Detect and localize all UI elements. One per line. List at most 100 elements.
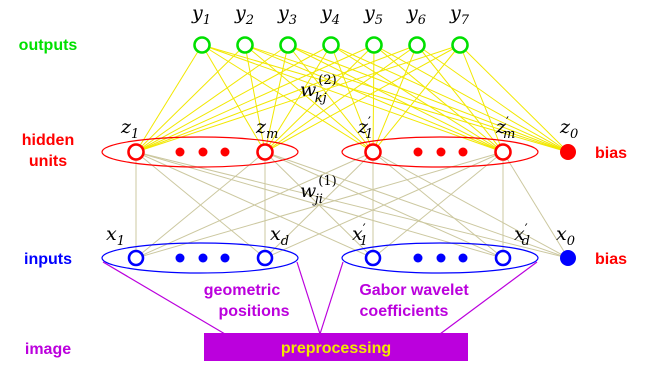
hidden-z1-label: z1 (120, 116, 139, 142)
preprocessing-box (204, 333, 468, 361)
input-hidden-edge (372, 151, 504, 259)
output-node-label-sub: 5 (375, 13, 383, 28)
hidden-output-edge (201, 44, 374, 153)
output-node-label: y2 (234, 2, 254, 28)
hidden-node (364, 143, 382, 161)
input-hidden-connections (135, 151, 569, 259)
preprocessing-funnel-lines (102, 261, 538, 335)
output-node-label-sub: 4 (331, 13, 340, 28)
input-group-1-ellipse (101, 242, 299, 274)
output-node-label-name: y (191, 2, 203, 24)
output-node-labels: y1 y2 y3 y4 y5 y6 y7 (191, 2, 470, 28)
hidden-layer-label-line2: units (29, 153, 67, 170)
output-node-label-name: y (277, 2, 289, 24)
output-node-label: y6 (406, 2, 426, 28)
input-ellipsis-dot (458, 253, 468, 263)
output-node (193, 36, 211, 54)
hidden-output-edge (244, 44, 569, 153)
output-node-label-sub: 2 (245, 13, 254, 28)
hidden-zm-label: zm (255, 116, 278, 142)
hidden-output-edge (201, 44, 266, 153)
output-node-label-sub: 7 (461, 13, 470, 28)
output-node-label-name: y (406, 2, 418, 24)
input-bias-x0-label: x0 (556, 223, 575, 249)
input-node (494, 249, 512, 267)
hidden-ellipsis-dot (175, 147, 185, 157)
input-node (256, 249, 274, 267)
output-node-label: y5 (363, 2, 383, 28)
hidden-output-edge (244, 44, 504, 153)
input-hidden-edge (372, 151, 569, 259)
hidden-output-edge (416, 44, 504, 153)
hidden-output-edge (201, 44, 504, 153)
inputs-layer-label: inputs (24, 251, 72, 268)
hidden-output-edge (264, 44, 418, 153)
input-hidden-edge (135, 151, 569, 259)
output-nodes (193, 36, 469, 54)
hidden-group-1-ellipse (101, 136, 299, 168)
input-hidden-edge (502, 151, 569, 259)
input-ellipsis-dot (436, 253, 446, 263)
output-node (365, 36, 383, 54)
image-layer-label: image (25, 341, 71, 358)
output-node-label-sub: 6 (418, 13, 426, 28)
weight-lower-label: w (1) ji (300, 174, 337, 207)
hidden-ellipsis-dot (413, 147, 423, 157)
gabor-caption-line1: Gabor wavelet (359, 282, 469, 299)
weight-upper-label: w (2) kj (300, 73, 337, 106)
gabor-caption-line2: coefficients (360, 303, 449, 320)
hidden-output-edge (459, 44, 504, 153)
hidden-output-connections (135, 44, 569, 153)
input-node (127, 249, 145, 267)
hidden-ellipsis-dot (458, 147, 468, 157)
hidden-ellipsis-dot (436, 147, 446, 157)
hidden-output-edge (244, 44, 266, 153)
hidden-output-edge (264, 44, 289, 153)
output-node-label-sub: 3 (289, 13, 297, 28)
output-node-label: y7 (449, 2, 470, 28)
output-node-label-sub: 1 (203, 13, 211, 28)
hidden-output-edge (264, 44, 332, 153)
hidden-node (127, 143, 145, 161)
input-xd-prime-label: x′ d (514, 222, 530, 249)
hidden-ellipsis-dot (220, 147, 230, 157)
input-nodes (127, 249, 576, 267)
hidden-output-edge (459, 44, 569, 153)
hidden-output-edge (373, 44, 504, 153)
hidden-output-edge (244, 44, 374, 153)
hidden-output-edge (330, 44, 569, 153)
hidden-zm-prime-label: z′ m (495, 115, 515, 142)
hidden-output-edge (287, 44, 374, 153)
geometric-caption-line1: geometric (204, 282, 281, 299)
input-hidden-edge (264, 151, 569, 259)
hidden-output-edge (287, 44, 504, 153)
input-ellipsis-dot (220, 253, 230, 263)
input-hidden-edge (135, 151, 374, 259)
output-node (451, 36, 469, 54)
input-bias-label: bias (595, 251, 627, 268)
input-group-2-ellipse (341, 242, 539, 274)
input-ellipsis-dot (413, 253, 423, 263)
hidden-output-edge (373, 44, 569, 153)
output-node (322, 36, 340, 54)
output-node-label-name: y (449, 2, 461, 24)
output-node-label: y3 (277, 2, 297, 28)
input-bias-node (560, 250, 576, 266)
output-node (408, 36, 426, 54)
hidden-bias-label: bias (595, 145, 627, 162)
output-node-label: y4 (320, 2, 340, 28)
hidden-output-edge (135, 44, 246, 153)
hidden-bias-z0-label: z0 (559, 116, 578, 142)
hidden-bias-node (560, 144, 576, 160)
input-ellipsis-dot (198, 253, 208, 263)
output-node (279, 36, 297, 54)
hidden-z1-prime-label: z′ 1 (357, 115, 373, 142)
input-ellipsis-dot (175, 253, 185, 263)
preprocessing-label: preprocessing (281, 340, 391, 357)
input-node (364, 249, 382, 267)
output-node-label-name: y (320, 2, 332, 24)
input-hidden-edge (264, 151, 504, 259)
input-x1-label: x1 (106, 223, 125, 249)
output-node (236, 36, 254, 54)
